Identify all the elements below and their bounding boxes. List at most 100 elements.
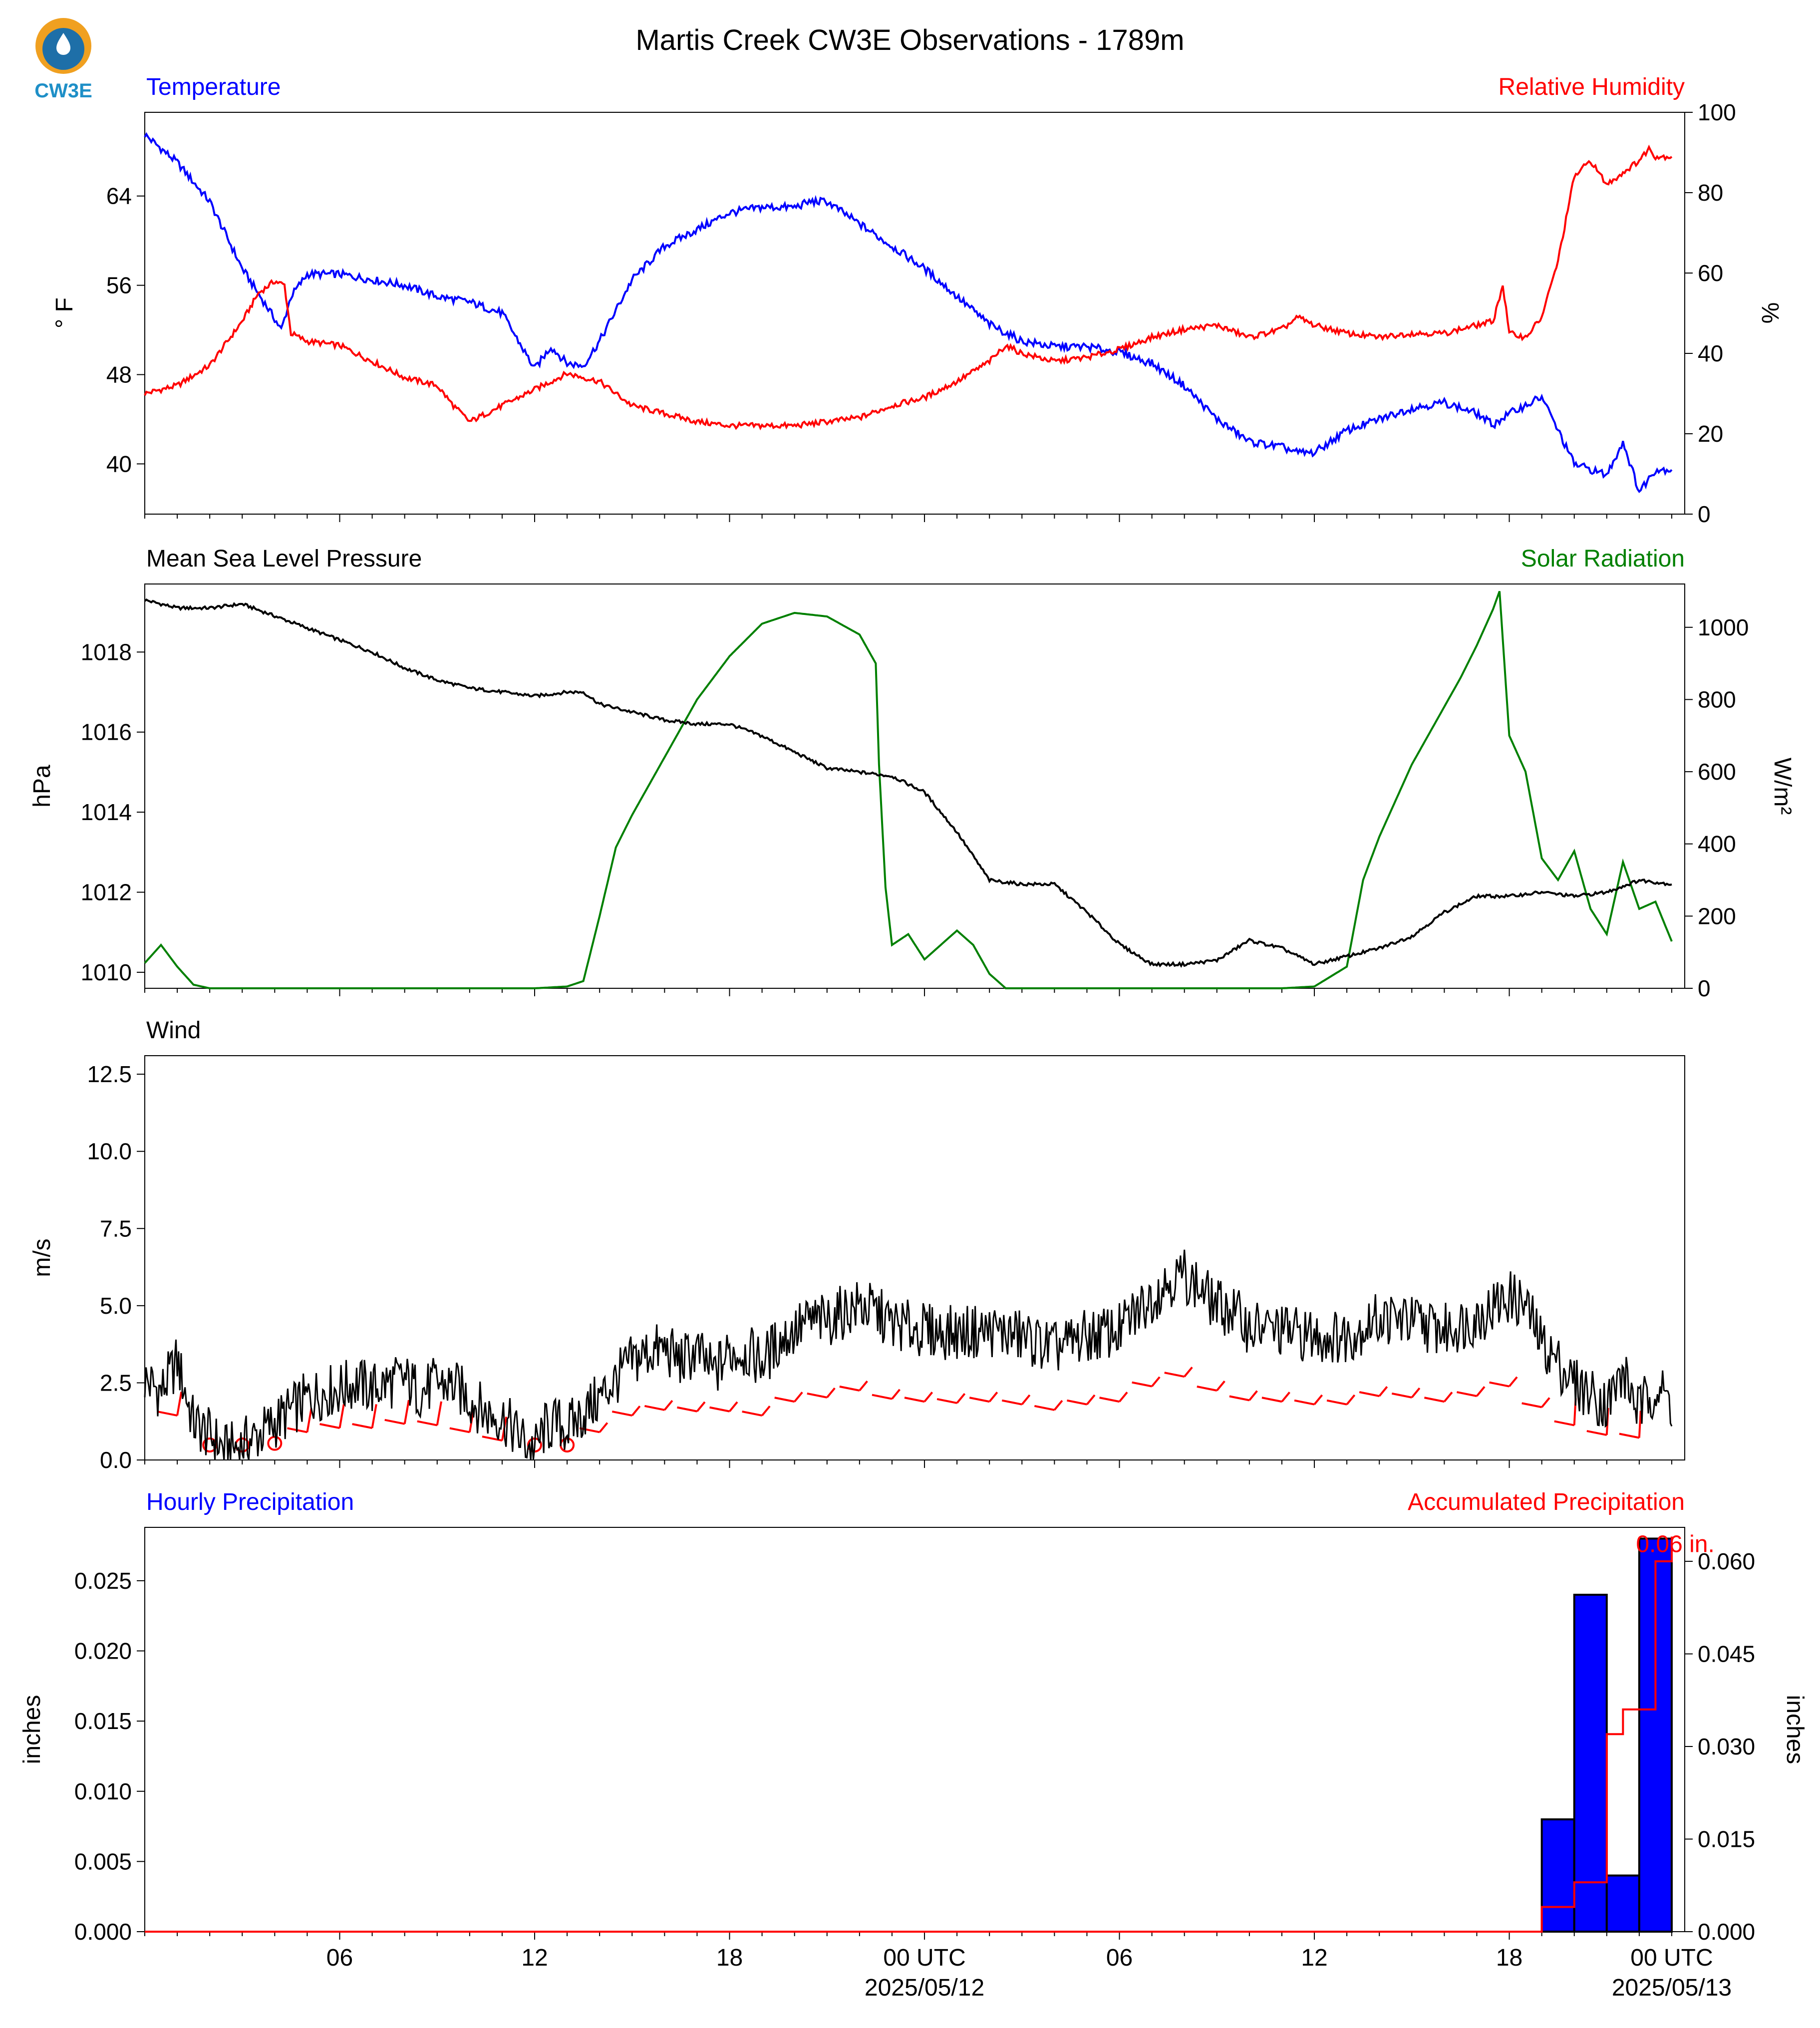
- wind-barb-flag: [872, 1394, 893, 1400]
- accum-precip-axis-tick-label: 0.060: [1698, 1548, 1755, 1574]
- wind-barb-staff: [1638, 1411, 1642, 1438]
- hourly-precip-axis-tick-label: 0.010: [74, 1778, 132, 1804]
- logo-text: CW3E: [34, 80, 92, 102]
- humidity-axis-tick-label: 80: [1698, 180, 1723, 206]
- wind-axis-tick-label: 12.5: [87, 1061, 132, 1087]
- wind-barb-staff: [1411, 1387, 1421, 1399]
- temperature-axis-tick-label: 56: [106, 273, 132, 298]
- panel-1-temperature-humidity: Temperature Relative Humidity ° F % 40 48…: [51, 74, 1783, 527]
- wind-barb-flag: [1586, 1430, 1607, 1436]
- panel-3-wind-barbs: [157, 1366, 1642, 1452]
- wind-barb-staff: [1086, 1394, 1096, 1405]
- logo-drop-icon: [56, 33, 70, 55]
- panel-4-right-axis-label: inches: [1782, 1695, 1808, 1764]
- wind-barb-flag: [1001, 1399, 1022, 1406]
- panel-1-left-axis-label: ° F: [51, 297, 78, 328]
- wind-barb-flag: [644, 1405, 665, 1411]
- panel-3-frame: [144, 1055, 1685, 1460]
- hourly-precip-axis-tick-label: 0.020: [74, 1638, 132, 1664]
- wind-barb-staff: [988, 1392, 998, 1403]
- wind-barb-staff: [1541, 1397, 1550, 1408]
- panel-1-x-ticks: [144, 514, 1672, 522]
- wind-barb-flag: [1294, 1399, 1315, 1406]
- wind-axis-tick-label: 5.0: [100, 1293, 132, 1319]
- wind-barb-flag: [611, 1411, 632, 1417]
- figure-title: Martis Creek CW3E Observations - 1789m: [635, 24, 1184, 56]
- solar-axis-tick-label: 1000: [1698, 614, 1749, 640]
- hourly-precip-axis-tick-label: 0.025: [74, 1568, 132, 1594]
- humidity-axis-tick-label: 100: [1698, 99, 1736, 125]
- panel-4-x-ticks: [144, 1932, 1672, 1940]
- time-tick-label: 00 UTC: [1630, 1945, 1713, 1971]
- wind-barb-flag: [352, 1423, 372, 1429]
- wind-barb-flag: [1197, 1385, 1217, 1392]
- temperature-line: [144, 132, 1673, 493]
- panel-2-frame: [144, 583, 1685, 989]
- wind-barb-staff: [1378, 1386, 1388, 1397]
- panel-3-left-axis-label: m/s: [29, 1238, 55, 1277]
- hourly-precip-axis-tick-label: 0.005: [74, 1848, 132, 1874]
- pressure-axis-tick-label: 1012: [81, 879, 132, 905]
- wind-barb-staff: [663, 1400, 673, 1411]
- panel-2-right-ticks: 0 200 400 600 800 1000: [1685, 614, 1749, 1001]
- wind-barb-staff: [728, 1401, 738, 1412]
- panel-4-frame: [144, 1527, 1685, 1932]
- wind-barb-flag: [1457, 1391, 1477, 1397]
- hourly-precip-bar: [1540, 1818, 1575, 1933]
- accum-precip-axis-tick-label: 0.000: [1698, 1919, 1755, 1945]
- wind-barb-staff: [859, 1380, 868, 1392]
- solar-axis-tick-label: 0: [1698, 975, 1711, 1001]
- calm-wind-circle: [267, 1436, 283, 1451]
- wind-barb-flag: [157, 1411, 178, 1417]
- pressure-axis-tick-label: 1010: [81, 959, 132, 985]
- calm-wind-circle: [202, 1438, 218, 1452]
- wind-barb-flag: [1229, 1395, 1250, 1402]
- panel-1-right-ticks: 0 20 40 60 80 100: [1685, 99, 1736, 527]
- wind-barb-flag: [742, 1411, 762, 1417]
- time-axis-labels: 06 12 18 00 UTC 06 12 18 00 UTC 2025/05/12 2025/0…: [326, 1945, 1732, 2001]
- panel-1-left-ticks: 40 48 56 64: [106, 183, 145, 477]
- wind-barb-staff: [826, 1387, 836, 1399]
- wind-barb-flag: [319, 1423, 340, 1429]
- wind-barb-staff: [794, 1392, 803, 1403]
- wind-barb-flag: [1034, 1405, 1055, 1411]
- pressure-axis-tick-label: 1014: [81, 799, 132, 825]
- panel-4-right-title: Accumulated Precipitation: [1408, 1489, 1685, 1515]
- date-label: 2025/05/12: [865, 1975, 984, 2001]
- time-tick-label: 06: [1106, 1945, 1133, 1971]
- accumulated-precip-line: [145, 1536, 1673, 1933]
- humidity-axis-tick-label: 60: [1698, 260, 1723, 286]
- accum-precip-axis-tick-label: 0.030: [1698, 1734, 1755, 1759]
- solar-axis-tick-label: 200: [1698, 903, 1736, 929]
- wind-axis-tick-label: 0.0: [100, 1447, 132, 1473]
- panel-2-left-ticks: 1010 1012 1014 1016 1018: [81, 639, 145, 985]
- date-label: 2025/05/13: [1612, 1975, 1732, 2001]
- wind-barb-flag: [774, 1397, 795, 1403]
- wind-barb-flag: [449, 1427, 470, 1434]
- panel-4-left-ticks: 0.000 0.005 0.010 0.015 0.020 0.025: [74, 1568, 145, 1945]
- calm-wind-circle: [560, 1438, 575, 1452]
- time-tick-label: 12: [1301, 1945, 1327, 1971]
- wind-barb-flag: [1359, 1391, 1380, 1397]
- wind-barb-flag: [1391, 1392, 1412, 1399]
- panel-4-bars: [1540, 1537, 1673, 1933]
- wind-barb-flag: [1619, 1433, 1640, 1439]
- hourly-precip-bar: [1573, 1594, 1608, 1933]
- wind-barb-staff: [1313, 1394, 1323, 1405]
- wind-barb-staff: [1053, 1400, 1063, 1411]
- wind-barb-flag: [1067, 1399, 1087, 1406]
- wind-barb-staff: [1281, 1392, 1291, 1403]
- panel-2-x-ticks: [144, 988, 1672, 996]
- wind-barb-flag: [677, 1406, 697, 1413]
- panel-1-left-title: Temperature: [146, 74, 281, 100]
- solar-radiation-line: [144, 590, 1673, 989]
- wind-barb-staff: [631, 1405, 641, 1417]
- wind-barb-staff: [956, 1393, 966, 1404]
- wind-barb-flag: [1164, 1372, 1185, 1378]
- wind-axis-tick-label: 2.5: [100, 1370, 132, 1396]
- wind-barb-flag: [417, 1420, 438, 1427]
- wind-axis-tick-label: 7.5: [100, 1215, 132, 1241]
- temperature-axis-tick-label: 64: [106, 183, 132, 209]
- panel-3-wind: Wind m/s 0.0 2.5 5.0 7.5 10.0 12.5: [29, 1017, 1685, 1473]
